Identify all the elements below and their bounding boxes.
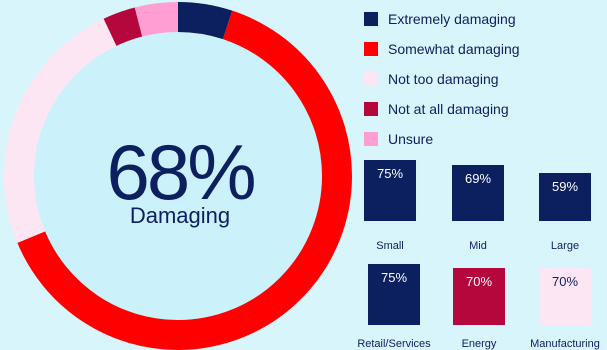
bar-energy: 70%: [453, 268, 505, 325]
legend-label: Not too damaging: [388, 71, 499, 87]
legend-swatch: [364, 72, 378, 86]
bar-mid: 69%: [452, 165, 504, 221]
bar-category-label: Manufacturing: [530, 338, 600, 350]
legend: Extremely damaging Somewhat damaging Not…: [364, 8, 520, 158]
legend-swatch: [364, 102, 378, 116]
center-value: 68%: [106, 128, 256, 216]
donut-svg: [4, 2, 352, 350]
legend-label: Somewhat damaging: [388, 41, 520, 57]
legend-swatch: [364, 12, 378, 26]
donut-slice-unsure: [4, 2, 352, 350]
legend-label: Unsure: [388, 131, 434, 147]
legend-item: Not at all damaging: [364, 98, 520, 120]
bar-category-label: Energy: [461, 338, 497, 350]
legend-label: Extremely damaging: [388, 11, 516, 27]
bar-category-label: Retail/Services: [357, 338, 431, 350]
donut-slice-not-too-damaging: [4, 2, 352, 350]
bar-large: 59%: [539, 173, 591, 221]
bar-small: 75%: [364, 160, 416, 221]
legend-item: Somewhat damaging: [364, 38, 520, 60]
bar-category-label: Small: [376, 240, 404, 252]
bar-category-label: Large: [550, 240, 580, 252]
center-label: Damaging: [129, 203, 231, 228]
legend-item: Not too damaging: [364, 68, 520, 90]
donut-hole: [34, 32, 322, 320]
legend-item: Unsure: [364, 128, 520, 150]
legend-swatch: [364, 132, 378, 146]
bar-manufacturing: 70%: [539, 268, 591, 325]
donut-chart: 68% Damaging: [4, 2, 352, 350]
bar-retail-services: 75%: [368, 264, 420, 325]
donut-slice-somewhat-damaging: [4, 2, 352, 350]
legend-label: Not at all damaging: [388, 101, 509, 117]
legend-swatch: [364, 42, 378, 56]
segment-bar-chart: 75% Small 69% Mid 59% Large 75% Retail/Services…: [340, 0, 607, 350]
bar-category-label: Mid: [469, 240, 487, 252]
legend-item: Extremely damaging: [364, 8, 520, 30]
